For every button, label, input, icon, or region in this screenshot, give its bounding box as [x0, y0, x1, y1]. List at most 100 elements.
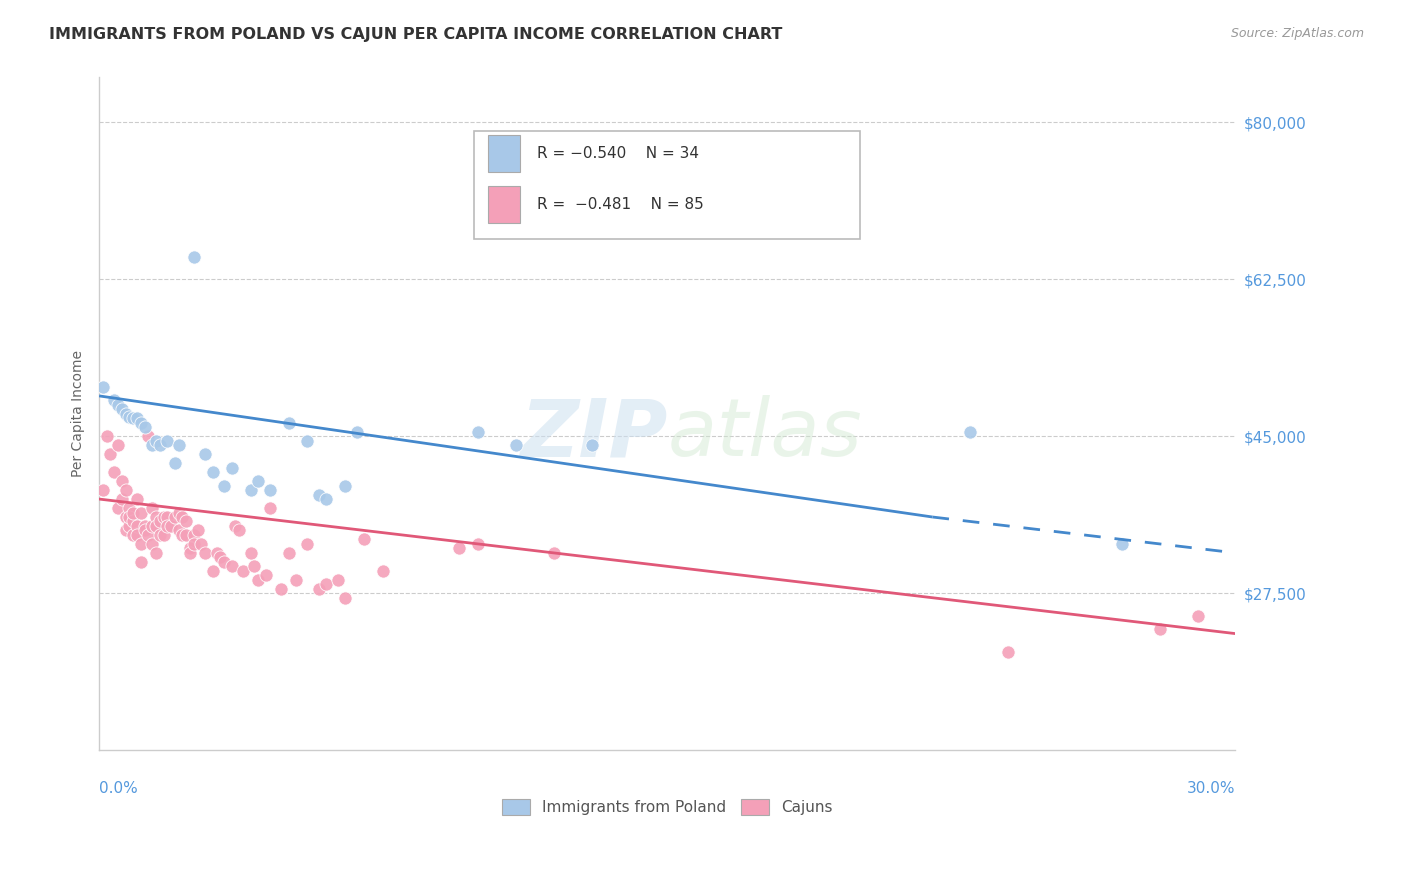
Point	[96, 429, 118, 443]
Point	[125, 411, 148, 425]
Point	[221, 559, 243, 574]
Point	[118, 501, 141, 516]
Point	[467, 537, 489, 551]
Point	[122, 528, 145, 542]
Point	[997, 644, 1019, 658]
Point	[1187, 608, 1209, 623]
Point	[335, 478, 357, 492]
Point	[141, 537, 163, 551]
Point	[145, 519, 167, 533]
Point	[335, 591, 357, 605]
Text: R =  −0.481    N = 85: R = −0.481 N = 85	[537, 197, 703, 211]
Point	[134, 524, 156, 538]
Point	[346, 425, 368, 439]
Point	[183, 528, 205, 542]
Point	[179, 546, 201, 560]
Point	[254, 568, 277, 582]
Point	[111, 402, 134, 417]
Point	[179, 541, 201, 556]
Point	[160, 519, 183, 533]
Point	[467, 425, 489, 439]
Point	[125, 519, 148, 533]
Legend: Immigrants from Poland, Cajuns: Immigrants from Poland, Cajuns	[495, 791, 841, 822]
Point	[163, 456, 186, 470]
Point	[129, 506, 152, 520]
Point	[156, 510, 179, 524]
Point	[134, 519, 156, 533]
Point	[201, 564, 224, 578]
Point	[259, 501, 281, 516]
Point	[167, 438, 190, 452]
Text: ZIP: ZIP	[520, 395, 668, 473]
Point	[156, 434, 179, 448]
FancyBboxPatch shape	[488, 136, 520, 172]
Point	[156, 519, 179, 533]
Text: 0.0%: 0.0%	[100, 780, 138, 796]
Point	[107, 398, 129, 412]
Point	[122, 515, 145, 529]
Point	[149, 515, 172, 529]
Point	[129, 537, 152, 551]
Point	[111, 491, 134, 506]
Point	[505, 438, 527, 452]
Point	[141, 438, 163, 452]
Point	[239, 546, 262, 560]
Point	[118, 409, 141, 424]
Point	[270, 582, 292, 596]
Point	[125, 491, 148, 506]
Point	[122, 506, 145, 520]
Point	[212, 555, 235, 569]
Point	[163, 510, 186, 524]
Point	[183, 250, 205, 264]
Point	[228, 524, 250, 538]
Point	[167, 524, 190, 538]
Point	[134, 420, 156, 434]
Point	[1149, 622, 1171, 636]
Point	[308, 487, 330, 501]
Point	[247, 474, 270, 488]
Point	[152, 510, 174, 524]
Text: R = −0.540    N = 34: R = −0.540 N = 34	[537, 146, 699, 161]
Point	[114, 483, 136, 497]
Point	[447, 541, 470, 556]
Point	[373, 564, 395, 578]
Point	[297, 434, 319, 448]
Point	[581, 438, 603, 452]
Point	[91, 380, 114, 394]
FancyBboxPatch shape	[474, 131, 860, 239]
Point	[224, 519, 246, 533]
Point	[315, 491, 337, 506]
Point	[152, 528, 174, 542]
Point	[209, 550, 232, 565]
Point	[141, 501, 163, 516]
Point	[129, 416, 152, 430]
Point	[174, 528, 197, 542]
Text: 30.0%: 30.0%	[1187, 780, 1236, 796]
Point	[149, 528, 172, 542]
Point	[125, 528, 148, 542]
Point	[167, 506, 190, 520]
Point	[172, 510, 194, 524]
Point	[149, 438, 172, 452]
Point	[183, 537, 205, 551]
Point	[107, 501, 129, 516]
Point	[145, 510, 167, 524]
Point	[118, 510, 141, 524]
Point	[239, 483, 262, 497]
Point	[194, 447, 217, 461]
Point	[174, 515, 197, 529]
Point	[187, 524, 209, 538]
Point	[1111, 537, 1133, 551]
Point	[111, 474, 134, 488]
Point	[247, 573, 270, 587]
Point	[138, 429, 160, 443]
Text: Source: ZipAtlas.com: Source: ZipAtlas.com	[1230, 27, 1364, 40]
Point	[114, 510, 136, 524]
Point	[91, 483, 114, 497]
Point	[141, 519, 163, 533]
Y-axis label: Per Capita Income: Per Capita Income	[72, 351, 86, 477]
Text: IMMIGRANTS FROM POLAND VS CAJUN PER CAPITA INCOME CORRELATION CHART: IMMIGRANTS FROM POLAND VS CAJUN PER CAPI…	[49, 27, 783, 42]
Point	[114, 524, 136, 538]
Point	[107, 438, 129, 452]
Point	[243, 559, 266, 574]
